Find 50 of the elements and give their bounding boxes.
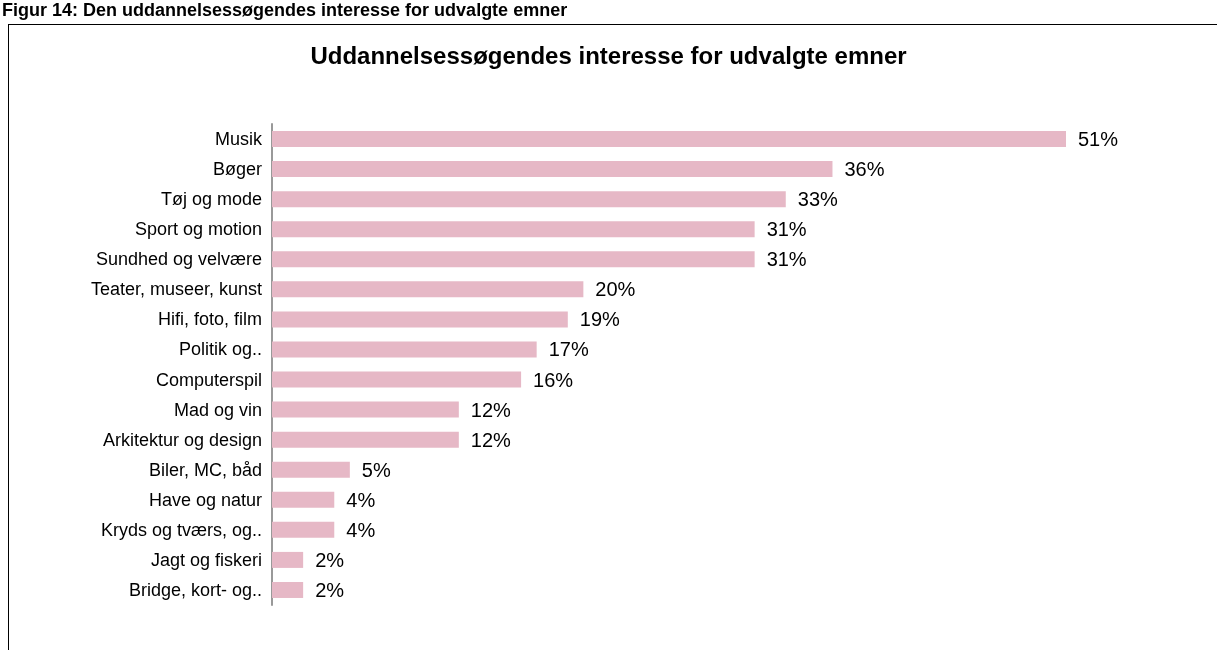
y-tick-label: Tøj og mode: [160, 189, 262, 210]
chart-title: Uddannelsessøgendes interesse for udvalgte emner: [310, 41, 907, 69]
y-tick-label: Mad og vin: [173, 399, 262, 420]
bar: [272, 431, 459, 448]
data-label: 4%: [346, 488, 376, 511]
text: Figur 14: Den uddannelsessøgendes interesse for udvalgte emner: [2, 0, 568, 20]
y-tick-label: Teater, museer, kunst: [90, 279, 262, 300]
bar: [272, 581, 304, 598]
bar: [272, 491, 335, 508]
data-label: 31%: [766, 218, 807, 241]
data-label: 36%: [844, 158, 885, 181]
y-tick-label: Sport og motion: [134, 219, 262, 240]
bar: [272, 551, 304, 568]
y-tick-label: Jagt og fiskeri: [150, 549, 262, 570]
y-tick-label: Arkitektur og design: [102, 429, 262, 450]
data-label: 19%: [579, 308, 621, 331]
data-label: 5%: [361, 458, 391, 481]
data-label: 4%: [346, 518, 376, 541]
data-label: 33%: [797, 188, 839, 211]
data-label: 2%: [315, 578, 345, 601]
y-tick-label: Have og natur: [148, 489, 262, 510]
data-label: 16%: [533, 368, 574, 391]
y-tick-label: Politik og..: [178, 339, 262, 360]
y-tick-label: Kryds og tværs, og..: [100, 519, 262, 540]
data-label: 51%: [1078, 128, 1119, 151]
y-tick-label: Hifi, foto, film: [157, 309, 262, 330]
data-label: 12%: [470, 398, 512, 421]
bar: [272, 401, 459, 418]
bar: [272, 311, 568, 328]
data-label: 2%: [315, 548, 345, 571]
bar: [272, 461, 350, 478]
bar: [272, 341, 537, 358]
bar: [272, 251, 755, 268]
bar: [272, 371, 522, 388]
bar: [272, 161, 833, 178]
y-tick-label: Bøger: [212, 159, 262, 180]
data-label: 31%: [766, 248, 807, 271]
bar: [272, 191, 786, 208]
data-label: 17%: [548, 338, 589, 361]
y-tick-label: Sundhed og velvære: [95, 249, 262, 270]
data-label: 12%: [470, 428, 512, 451]
bar: [272, 281, 584, 298]
y-tick-label: Bridge, kort- og..: [128, 579, 262, 600]
bar: [272, 221, 755, 238]
data-label: 20%: [595, 278, 636, 301]
y-tick-label: Biler, MC, båd: [148, 459, 262, 480]
bar: [272, 521, 335, 538]
bar: [272, 131, 1066, 148]
y-tick-label: Computerspil: [155, 369, 262, 390]
y-tick-label: Musik: [214, 129, 263, 150]
